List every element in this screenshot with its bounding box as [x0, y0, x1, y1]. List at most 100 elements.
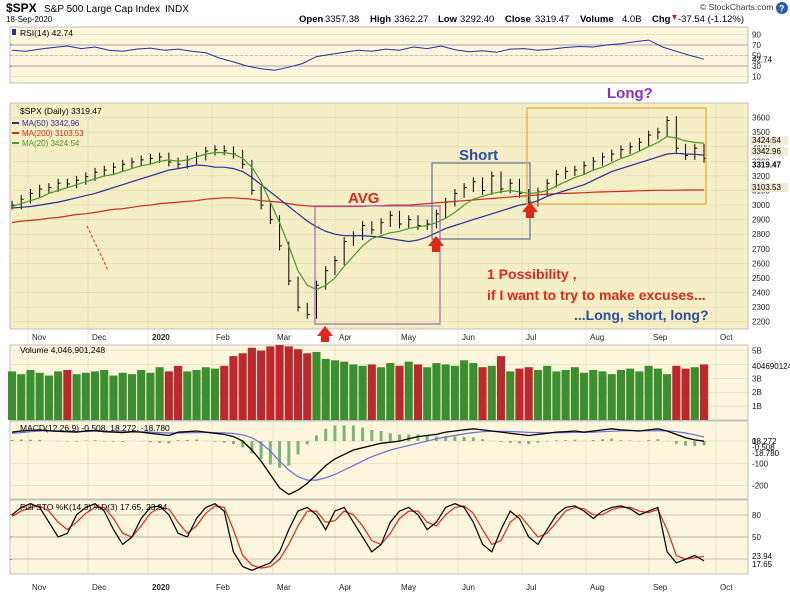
- ma200-legend: MA(200) 3103.53: [22, 129, 84, 138]
- sto-d-line: [11, 505, 705, 569]
- rsi-panel: [9, 26, 749, 84]
- chart-header: $SPX S&P 500 Large Cap Index INDX 18-Sep…: [6, 1, 788, 25]
- x-tick-label: Jun: [462, 583, 475, 592]
- volume-bar: [460, 360, 469, 420]
- macd-histogram-bar: [111, 441, 115, 442]
- macd-line: [11, 428, 705, 496]
- volume-bar: [358, 365, 367, 420]
- x-tick-label: Sep: [653, 583, 668, 592]
- volume-bar: [90, 371, 100, 420]
- price-last-value: 3103.53: [752, 183, 781, 192]
- long-box: [526, 107, 707, 205]
- macd-histogram-bar: [148, 441, 152, 443]
- macd-histogram-bar: [222, 441, 226, 443]
- volume-bar: [524, 367, 533, 420]
- price-last-value-box: [750, 147, 788, 157]
- volume-bar: [561, 370, 570, 420]
- volume-bar: [183, 371, 192, 420]
- volume-bar: [367, 364, 376, 420]
- price-tick-label: 2800: [752, 230, 770, 239]
- volume-bar: [570, 367, 579, 420]
- volume-bar: [340, 361, 349, 420]
- up-arrow-icon: [428, 236, 444, 252]
- volume-bar: [275, 345, 284, 420]
- macd-histogram-bar: [379, 431, 383, 442]
- macd-histogram-bar: [554, 440, 558, 442]
- volume-bar: [552, 371, 561, 420]
- volume-bar: [607, 374, 616, 420]
- note-line-1: 1 Possibility ,: [487, 266, 576, 282]
- rsi-tick-label: 30: [752, 62, 761, 71]
- macd-histogram-bar: [416, 434, 420, 442]
- volume-bar: [26, 370, 35, 420]
- volume-bar: [626, 368, 635, 420]
- macd-histogram-bar: [278, 441, 282, 468]
- avg-box: [314, 205, 441, 325]
- price-last-value: 3424.54: [752, 136, 781, 145]
- up-arrow-icon: [522, 202, 538, 218]
- ma50-line: [11, 152, 705, 243]
- macd-histogram-bar: [508, 441, 512, 443]
- macd-histogram-bar: [305, 441, 309, 445]
- price-last-value-box: [750, 182, 788, 192]
- macd-histogram-bar: [195, 439, 199, 442]
- macd-histogram-bar: [361, 427, 365, 442]
- macd-histogram-bar: [296, 441, 300, 455]
- x-tick-label: Nov: [32, 333, 46, 342]
- rsi-legend-swatch: [12, 29, 16, 35]
- price-tick-label: 2200: [752, 318, 770, 327]
- volume-bar: [266, 346, 275, 420]
- help-icon[interactable]: [776, 2, 788, 14]
- low-value: 3292.40: [460, 14, 494, 25]
- macd-histogram-bar: [241, 441, 245, 448]
- volume-bar: [330, 360, 339, 420]
- volume-bar: [699, 364, 709, 420]
- avg-annotation: AVG: [348, 190, 379, 207]
- volume-bar: [515, 368, 524, 420]
- x-tick-label: Dec: [92, 583, 106, 592]
- volume-bar: [589, 370, 598, 420]
- volume-bar: [220, 365, 229, 420]
- volume-bar: [469, 363, 478, 420]
- volume-bar: [663, 374, 672, 420]
- open-label: Open: [299, 14, 323, 25]
- volume-bar: [35, 372, 44, 420]
- watermark: © StockCharts.com: [700, 2, 773, 12]
- volume-value: 4.0B: [622, 14, 642, 25]
- volume-bar: [229, 356, 238, 420]
- x-tick-label: May: [401, 583, 416, 592]
- x-tick-label: Feb: [216, 333, 230, 342]
- macd-histogram-bar: [462, 437, 466, 442]
- macd-histogram-bar: [342, 425, 346, 442]
- volume-bar: [533, 370, 542, 420]
- volume-bar: [118, 372, 127, 420]
- volume-bar: [580, 372, 589, 420]
- macd-histogram-bar: [231, 441, 235, 445]
- macd-histogram-bar: [351, 425, 355, 442]
- macd-histogram-bar: [407, 434, 411, 442]
- macd-histogram-bar: [444, 436, 448, 442]
- volume-bar: [303, 353, 312, 420]
- price-last-value-box: [750, 136, 788, 146]
- short-box: [431, 162, 531, 240]
- x-tick-label: Jul: [526, 583, 536, 592]
- price-tick-label: 2400: [752, 289, 770, 298]
- macd-tick-label: -200: [752, 482, 769, 491]
- macd-histogram-bar: [564, 440, 568, 442]
- volume-bar: [17, 374, 26, 420]
- chart-marks: [7, 39, 709, 571]
- volume-bar: [210, 368, 220, 420]
- x-tick-label: Aug: [590, 333, 604, 342]
- x-tick-label: Mar: [277, 333, 291, 342]
- volume-tick-label: 5B: [752, 347, 762, 356]
- x-tick-label: Oct: [720, 333, 733, 342]
- volume-label: Volume: [580, 14, 614, 25]
- volume-bar: [100, 370, 109, 420]
- volume-bar: [598, 371, 607, 420]
- macd-histogram-bar: [601, 439, 605, 442]
- chg-value: -37.54 (-1.12%): [678, 14, 744, 25]
- macd-histogram-bar: [647, 440, 651, 442]
- sto-k-line: [11, 503, 705, 571]
- volume-bar: [63, 370, 72, 420]
- macd-histogram-bar: [674, 441, 678, 444]
